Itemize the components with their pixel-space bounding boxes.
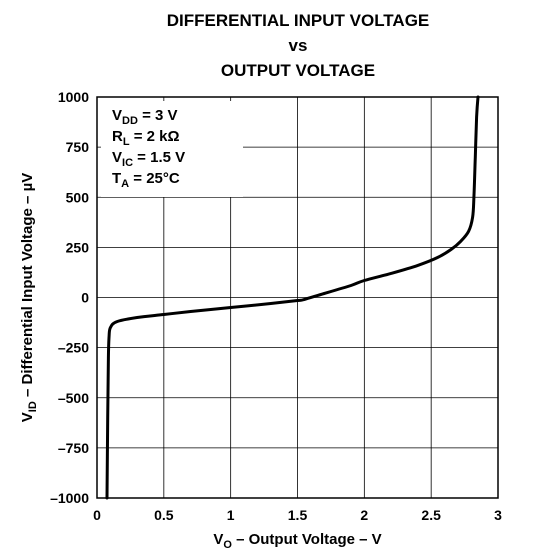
chart-title-line-1: DIFFERENTIAL INPUT VOLTAGE	[166, 11, 430, 30]
x-tick-label-6: 3	[494, 507, 502, 523]
x-tick-label-4: 2	[360, 507, 368, 523]
x-axis-ticks: 0 0.5 1 1.5 2 2.5 3	[93, 507, 502, 523]
annotation-ta: TA = 25°C	[112, 170, 180, 190]
y-axis-ticks: 1000 750 500 250 0 –250 –500 –750 –1000	[50, 89, 89, 506]
y-axis-title: VID – Differential Input Voltage – µV	[19, 173, 39, 422]
plot-frame	[96, 96, 499, 499]
y-tick-label-7: –750	[58, 440, 89, 456]
annotation-background	[101, 101, 243, 197]
y-tick-label-0: 1000	[58, 89, 89, 105]
annotation-box: VDD = 3 V RL = 2 kΩ VIC = 1.5 V TA = 25°…	[101, 101, 243, 197]
y-tick-label-2: 500	[66, 189, 90, 205]
y-tick-label-5: –250	[58, 340, 89, 356]
x-tick-label-3: 1.5	[288, 507, 308, 523]
y-tick-label-3: 250	[66, 239, 90, 255]
annotation-rl: RL = 2 kΩ	[112, 128, 180, 148]
chart-title: DIFFERENTIAL INPUT VOLTAGE vs OUTPUT VOL…	[0, 8, 552, 83]
chart-title-line-2: vs	[288, 36, 308, 55]
series-line-0	[105, 95, 480, 500]
y-tick-label-4: 0	[81, 290, 89, 306]
y-tick-label-8: –1000	[50, 490, 89, 506]
chart-title-line-3: OUTPUT VOLTAGE	[220, 61, 376, 80]
annotation-vic: VIC = 1.5 V	[112, 149, 185, 169]
y-tick-label-1: 750	[66, 139, 90, 155]
x-tick-label-2: 1	[227, 507, 235, 523]
x-tick-label-5: 2.5	[421, 507, 441, 523]
y-tick-label-6: –500	[58, 390, 89, 406]
annotation-vdd: VDD = 3 V	[112, 107, 178, 127]
series-layer	[105, 95, 480, 500]
x-tick-label-1: 0.5	[154, 507, 174, 523]
x-tick-label-0: 0	[93, 507, 101, 523]
x-axis-title: VO – Output Voltage – V	[213, 531, 381, 551]
